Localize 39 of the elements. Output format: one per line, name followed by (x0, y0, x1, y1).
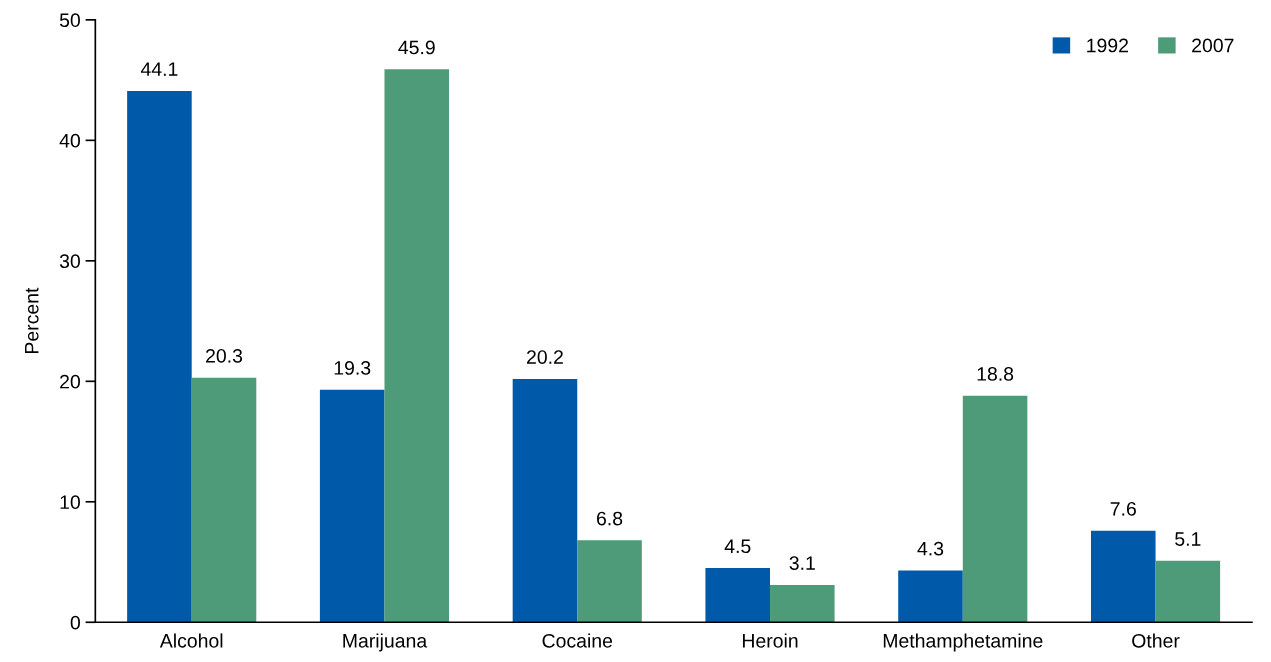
x-tick-label: Cocaine (542, 633, 613, 648)
data-label: 19.3 (334, 361, 371, 375)
data-label: 20.2 (527, 350, 563, 364)
bar (512, 378, 578, 623)
data-label: 44.1 (140, 62, 178, 76)
y-tick-label: 40 (59, 133, 80, 148)
data-label: 6.8 (597, 511, 623, 526)
data-label: 45.9 (398, 40, 435, 55)
x-tick-label: Alcohol (159, 633, 223, 648)
bar (898, 570, 963, 623)
data-label: 4.3 (917, 541, 944, 556)
bar (127, 90, 192, 623)
data-label: 5.1 (1175, 532, 1201, 546)
bar (319, 389, 385, 623)
x-tick-label: Other (1132, 633, 1180, 648)
bar (1155, 560, 1221, 623)
x-tick-label: Methamphetamine (883, 633, 1043, 652)
data-label: 7.6 (1110, 501, 1136, 516)
data-label: 4.5 (724, 539, 751, 554)
x-tick-label: Heroin (742, 633, 798, 648)
y-tick-label: 20 (60, 374, 80, 389)
bar (577, 540, 642, 623)
bar (384, 69, 450, 623)
legend-label: 1992 (1087, 38, 1128, 53)
bar (191, 377, 257, 623)
y-tick-label: 50 (59, 13, 80, 28)
bar (962, 395, 1028, 623)
bar (705, 568, 771, 623)
y-tick-label: 30 (59, 254, 80, 269)
x-tick-label: Marijuana (343, 633, 428, 652)
data-label: 3.1 (789, 556, 815, 570)
y-tick-label: 10 (60, 495, 80, 510)
legend-label: 2007 (1192, 38, 1234, 53)
bar (770, 584, 835, 623)
bar (1090, 530, 1156, 623)
y-axis-title: Percent (25, 287, 39, 353)
y-tick-label: 0 (70, 615, 80, 630)
data-label: 20.3 (206, 348, 243, 363)
data-label: 18.8 (977, 367, 1014, 381)
